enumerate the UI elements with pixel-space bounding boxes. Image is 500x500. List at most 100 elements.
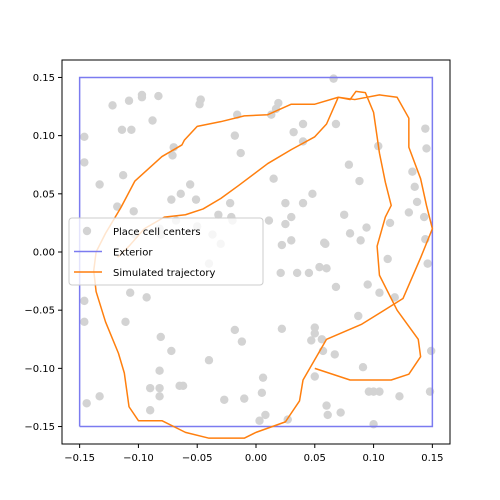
place-cell-point (230, 325, 240, 335)
place-cell-point (230, 131, 240, 140)
place-cell-point (331, 282, 341, 292)
place-cell-point (269, 174, 278, 183)
x-tick-label: 0.00 (245, 453, 267, 464)
trajectory-line (92, 90, 434, 439)
place-cell-point (410, 182, 419, 192)
place-cell-point (125, 288, 135, 297)
place-cell-point (310, 329, 319, 338)
place-cell-point (308, 189, 317, 199)
x-axis: −0.15 −0.10 −0.05 0.00 0.05 0.10 0.15 (64, 444, 443, 464)
place-cell-point (257, 388, 267, 397)
place-cell-point (274, 98, 283, 108)
place-cell-point (127, 125, 136, 135)
trajectory-layer (92, 90, 434, 439)
place-cell-point (354, 311, 363, 321)
place-cell-point (287, 236, 296, 245)
place-cell-point (277, 240, 287, 250)
y-tick-label: 0.15 (33, 73, 55, 84)
place-cell-point (95, 180, 104, 189)
place-cell-point (156, 332, 165, 342)
place-cell-point (276, 268, 285, 278)
place-cell-point (240, 394, 249, 403)
place-cell-point (390, 293, 399, 302)
place-cell-point (148, 116, 157, 125)
x-tick-label: 0.05 (304, 453, 326, 464)
place-cell-point (344, 160, 354, 169)
place-cell-point (155, 392, 164, 401)
place-cell-point (108, 101, 117, 110)
exterior-layer (78, 76, 434, 428)
place-cell-point (422, 144, 431, 153)
place-cell-point (375, 288, 384, 297)
x-tick-label: −0.15 (64, 453, 95, 464)
place-cell-point (277, 324, 287, 333)
place-cell-point (154, 91, 163, 101)
place-cell-point (145, 383, 155, 393)
place-cell-point (304, 268, 314, 278)
place-cell-point (315, 262, 324, 272)
y-tick-label: 0.10 (33, 131, 55, 142)
place-cell-point (264, 216, 274, 225)
place-cell-point (176, 189, 185, 199)
place-cell-point (363, 280, 372, 289)
place-cell-point (395, 392, 404, 401)
legend: Place cell centers Exterior Simulated traj… (68, 217, 264, 286)
x-tick-label: −0.10 (123, 453, 154, 464)
place-cell-point (95, 392, 104, 401)
place-cell-point (129, 207, 138, 216)
place-cell-point (117, 125, 127, 135)
place-cell-point (287, 212, 296, 222)
exterior-boundary-line (78, 76, 434, 428)
place-cell-point (336, 408, 345, 417)
place-cell-point (191, 195, 201, 204)
place-cell-point (423, 259, 432, 268)
place-cell-point (167, 195, 176, 204)
place-cell-point (369, 387, 378, 396)
place-cell-point (185, 180, 195, 189)
place-cell-point (289, 127, 298, 137)
place-cell-point (204, 356, 214, 365)
legend-box (68, 217, 264, 286)
x-tick-label: 0.10 (362, 453, 384, 464)
place-cell-point (236, 148, 245, 158)
place-cell-point (421, 124, 430, 133)
place-cell-point (281, 198, 290, 208)
place-cell-point (383, 254, 392, 264)
place-cell-point (426, 346, 436, 356)
place-cell-point (121, 317, 130, 327)
place-cell-point (298, 119, 308, 129)
place-cell-point (225, 198, 235, 208)
place-cell-point (385, 218, 395, 228)
place-cell-point (404, 208, 414, 217)
y-tick-label: −0.10 (24, 364, 55, 375)
place-cell-point (80, 296, 89, 306)
place-cell-point (307, 336, 316, 345)
place-cell-point (375, 387, 384, 396)
place-cell-point (155, 383, 164, 393)
place-cell-point (82, 399, 91, 408)
place-cell-point (329, 74, 338, 83)
place-cell-point (323, 410, 332, 420)
place-cell-point (80, 132, 89, 141)
legend-marker-place-cells (82, 226, 92, 236)
place-cell-point (124, 96, 134, 105)
place-cell-point (339, 210, 349, 219)
y-tick-label: −0.05 (24, 306, 55, 317)
place-cell-point (310, 372, 319, 381)
place-cell-point (292, 268, 302, 278)
y-tick-label: 0.00 (33, 248, 55, 259)
place-cell-point (145, 406, 155, 415)
place-cell-point (281, 219, 290, 229)
place-cell-point (196, 95, 205, 104)
place-cell-point (80, 158, 89, 167)
x-tick-label: 0.15 (421, 453, 443, 464)
place-cell-point (214, 210, 223, 219)
x-tick-label: −0.05 (182, 453, 213, 464)
place-cell-point (419, 212, 429, 222)
y-axis: −0.15 −0.10 −0.05 0.00 0.05 0.10 0.15 (24, 73, 62, 433)
place-cell-point (137, 93, 147, 102)
place-cell-point (255, 416, 264, 425)
y-tick-label: −0.15 (24, 422, 55, 433)
place-cell-point (178, 381, 188, 391)
